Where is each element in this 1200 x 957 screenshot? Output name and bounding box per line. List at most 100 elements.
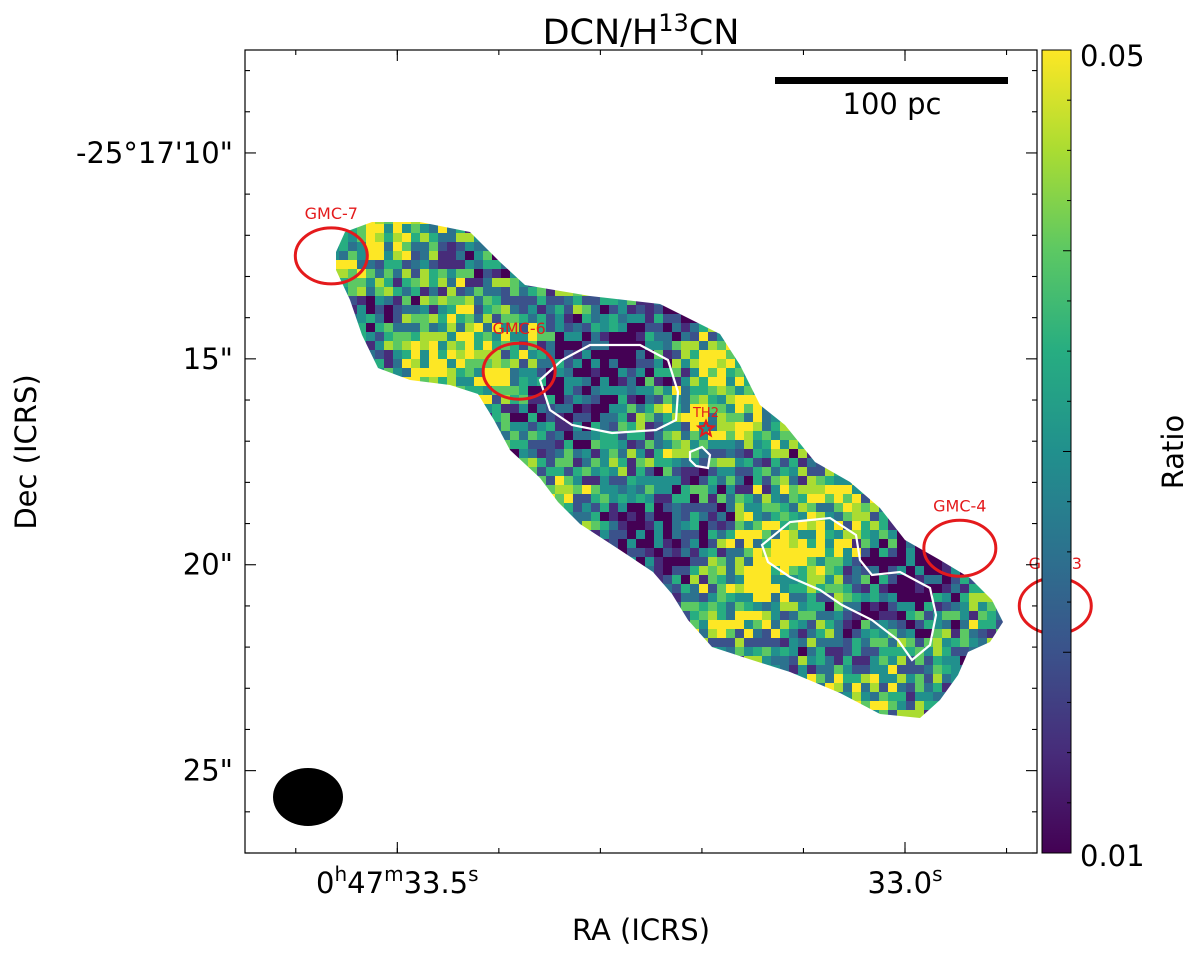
heatmap-cell: [708, 260, 717, 269]
heatmap-cell: [987, 305, 996, 314]
heatmap-cell: [672, 710, 681, 718]
heatmap-cell: [546, 629, 555, 638]
heatmap-cell: [915, 476, 924, 485]
heatmap-cell: [645, 314, 654, 323]
heatmap-cell: [807, 674, 816, 683]
heatmap-cell: [537, 620, 546, 629]
heatmap-cell: [336, 710, 339, 718]
heatmap-cell: [663, 557, 672, 566]
heatmap-cell: [474, 665, 483, 674]
heatmap-cell: [960, 710, 969, 718]
heatmap-cell: [465, 611, 474, 620]
heatmap-cell: [825, 296, 834, 305]
heatmap-cell: [681, 314, 690, 323]
heatmap-cell: [336, 449, 339, 458]
heatmap-cell: [654, 287, 663, 296]
heatmap-cell: [411, 287, 420, 296]
heatmap-cell: [582, 296, 591, 305]
heatmap-cell: [438, 458, 447, 467]
heatmap-cell: [510, 296, 519, 305]
heatmap-cell: [861, 323, 870, 332]
heatmap-cell: [924, 602, 933, 611]
heatmap-cell: [384, 224, 393, 233]
heatmap-cell: [852, 404, 861, 413]
heatmap-cell: [879, 503, 888, 512]
heatmap-cell: [843, 287, 852, 296]
heatmap-cell: [744, 602, 753, 611]
heatmap-cell: [519, 269, 528, 278]
heatmap-cell: [915, 323, 924, 332]
heatmap-cell: [618, 422, 627, 431]
heatmap-cell: [609, 296, 618, 305]
heatmap-cell: [447, 611, 456, 620]
heatmap-cell: [942, 269, 951, 278]
heatmap-cell: [348, 440, 357, 449]
heatmap-cell: [336, 440, 339, 449]
heatmap-cell: [654, 323, 663, 332]
heatmap-cell: [771, 296, 780, 305]
heatmap-cell: [897, 521, 906, 530]
heatmap-cell: [978, 629, 987, 638]
heatmap-cell: [951, 521, 960, 530]
heatmap-cell: [636, 548, 645, 557]
heatmap-cell: [654, 674, 663, 683]
heatmap-cell: [645, 251, 654, 260]
heatmap-cell: [753, 233, 762, 242]
heatmap-cell: [699, 665, 708, 674]
heatmap-cell: [600, 692, 609, 701]
heatmap-cell: [654, 404, 663, 413]
heatmap-cell: [393, 701, 402, 710]
heatmap-cell: [339, 251, 348, 260]
heatmap-cell: [402, 629, 411, 638]
heatmap-cell: [996, 503, 1003, 512]
heatmap-cell: [555, 305, 564, 314]
heatmap-cell: [870, 584, 879, 593]
heatmap-cell: [897, 287, 906, 296]
heatmap-cell: [411, 539, 420, 548]
heatmap-cell: [879, 485, 888, 494]
heatmap-cell: [825, 512, 834, 521]
heatmap-cell: [555, 611, 564, 620]
heatmap-cell: [744, 368, 753, 377]
heatmap-cell: [573, 332, 582, 341]
heatmap-cell: [897, 548, 906, 557]
heatmap-cell: [915, 377, 924, 386]
heatmap-cell: [843, 440, 852, 449]
heatmap-cell: [699, 485, 708, 494]
heatmap-cell: [456, 467, 465, 476]
heatmap-cell: [717, 584, 726, 593]
heatmap-cell: [366, 701, 375, 710]
heatmap-cell: [762, 242, 771, 251]
heatmap-cell: [978, 449, 987, 458]
heatmap-cell: [987, 413, 996, 422]
heatmap-cell: [348, 494, 357, 503]
heatmap-cell: [762, 647, 771, 656]
heatmap-cell: [672, 611, 681, 620]
heatmap-cell: [726, 377, 735, 386]
heatmap-cell: [609, 665, 618, 674]
heatmap-cell: [843, 521, 852, 530]
heatmap-cell: [771, 287, 780, 296]
heatmap-cell: [609, 620, 618, 629]
heatmap-cell: [888, 251, 897, 260]
heatmap-cell: [753, 314, 762, 323]
heatmap-cell: [339, 494, 348, 503]
heatmap-cell: [672, 422, 681, 431]
heatmap-cell: [384, 368, 393, 377]
heatmap-cell: [375, 422, 384, 431]
heatmap-cell: [492, 395, 501, 404]
heatmap-cell: [843, 485, 852, 494]
heatmap-cell: [336, 476, 339, 485]
heatmap-cell: [366, 260, 375, 269]
heatmap-cell: [690, 296, 699, 305]
heatmap-cell: [834, 557, 843, 566]
heatmap-cell: [888, 638, 897, 647]
heatmap-cell: [348, 350, 357, 359]
heatmap-cell: [339, 404, 348, 413]
heatmap-cell: [861, 665, 870, 674]
heatmap-cell: [420, 674, 429, 683]
heatmap-cell: [519, 449, 528, 458]
heatmap-cell: [546, 224, 555, 233]
heatmap-cell: [366, 476, 375, 485]
heatmap-cell: [339, 332, 348, 341]
